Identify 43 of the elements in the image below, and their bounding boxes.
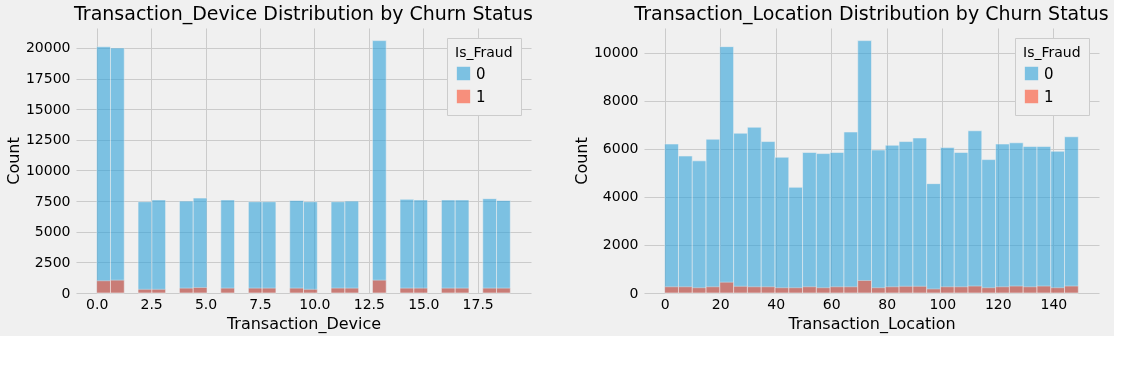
y-tick-label: 2500: [34, 253, 71, 270]
x-tick-label: 7.5: [249, 295, 272, 312]
x-tick-label: 100: [929, 295, 957, 312]
x-tick-label: 17.5: [462, 295, 494, 312]
x-tick-label: 5.0: [194, 295, 218, 312]
y-tick-label: 0: [629, 284, 639, 301]
x-tick-label: 0.0: [86, 295, 109, 312]
y-tick-label: 0: [61, 284, 71, 301]
legend-label: 0: [476, 64, 486, 83]
y-tick-label: 4000: [602, 188, 639, 205]
x-tick-label: 12.5: [353, 295, 385, 312]
y-axis-title: Count: [571, 137, 591, 185]
x-tick-label: 140: [1040, 295, 1068, 312]
y-tick-label: 10000: [25, 161, 71, 178]
legend-label: 0: [1044, 64, 1054, 83]
legend-label: 1: [1044, 87, 1054, 106]
x-tick-label: 40: [767, 295, 786, 312]
x-axis-title: Transaction_Location: [787, 313, 956, 334]
x-tick-label: 0: [660, 295, 670, 312]
legend-label: 1: [476, 87, 486, 106]
legend-title: Is_Fraud: [1023, 44, 1081, 60]
x-axis-title: Transaction_Device: [225, 313, 382, 334]
x-tick-label: 15.0: [408, 295, 440, 312]
y-tick-label: 20000: [25, 39, 71, 56]
y-tick-label: 15000: [25, 100, 71, 117]
x-tick-label: 80: [878, 295, 897, 312]
y-tick-label: 2000: [602, 236, 639, 253]
y-axis-title: Count: [3, 137, 23, 185]
y-tick-label: 17500: [25, 70, 71, 87]
y-tick-label: 10000: [593, 44, 639, 61]
y-tick-label: 6000: [602, 140, 639, 157]
chart-title: Transaction_Device Distribution by Churn Status: [73, 2, 533, 25]
x-tick-label: 120: [984, 295, 1012, 312]
x-tick-label: 2.5: [140, 295, 163, 312]
y-tick-label: 7500: [34, 192, 71, 209]
y-tick-label: 8000: [602, 92, 639, 109]
x-tick-label: 20: [711, 295, 730, 312]
x-tick-label: 60: [822, 295, 841, 312]
y-tick-label: 5000: [34, 223, 71, 240]
legend-title: Is_Fraud: [455, 44, 513, 60]
x-tick-label: 10.0: [299, 295, 331, 312]
chart-title: Transaction_Location Distribution by Churn Status: [633, 2, 1109, 25]
y-tick-label: 12500: [25, 131, 71, 148]
